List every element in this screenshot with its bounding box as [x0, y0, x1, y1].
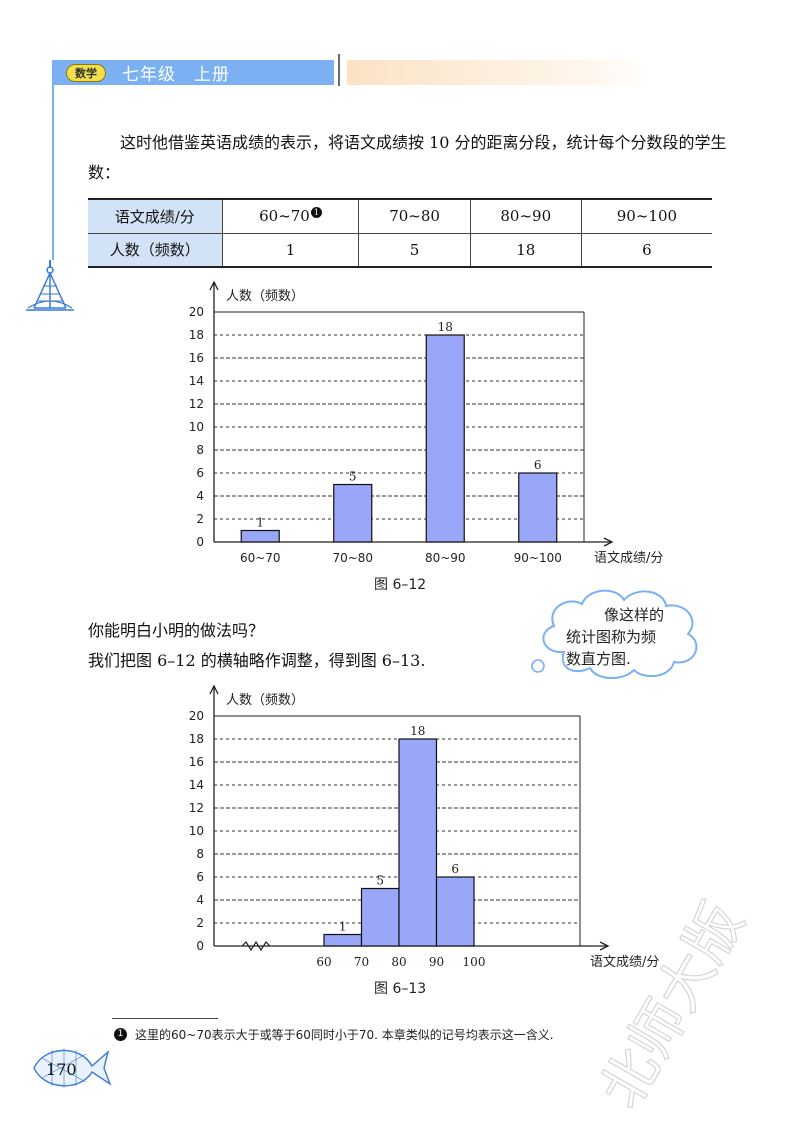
table-cell: 90~100	[580, 198, 712, 234]
bar-value-label: 5	[376, 874, 384, 888]
y-tick-label: 4	[196, 489, 204, 503]
table-row: 语文成绩/分 60~70 1 70~80 80~90 90~100	[88, 198, 712, 234]
header-divider	[338, 54, 340, 86]
y-tick-label: 20	[189, 305, 204, 319]
intro-paragraph: 这时他借鉴英语成绩的表示，将语文成绩按 10 分的距离分段，统计每个分数段的学生…	[88, 133, 727, 182]
figure-caption: 图 6–12	[374, 577, 427, 593]
header-bar: 数学 七年级 上册	[52, 60, 334, 85]
y-tick-label: 18	[189, 732, 204, 746]
y-tick-label: 10	[189, 824, 204, 838]
bar	[435, 876, 475, 947]
y-axis-arrow	[209, 280, 219, 291]
y-tick-label: 8	[196, 847, 204, 861]
bar	[360, 887, 400, 947]
x-axis-label: 语文成绩/分	[594, 551, 663, 566]
x-tick-label: 60~70	[240, 551, 281, 565]
table-row-header: 人数（频数）	[88, 233, 222, 268]
cloud-note: 像这样的 统计图称为频 数直方图.	[566, 604, 692, 670]
table-cell: 6	[580, 233, 712, 268]
axis-break-icon	[241, 940, 271, 952]
x-axis-arrow	[603, 537, 614, 547]
question-paragraph: 你能明白小明的做法吗？	[88, 621, 265, 640]
bar	[518, 472, 558, 543]
footnote-text: 这里的60~70表示大于或等于60同时小于70. 本章类似的记号均表示这一含义.	[135, 1028, 554, 1042]
tower-logo-icon	[26, 260, 74, 311]
cloud-line: 统计图称为频	[566, 628, 657, 646]
bar-value-label: 18	[438, 320, 453, 334]
header-gradient	[347, 60, 647, 85]
x-tick-label: 80~90	[425, 551, 466, 565]
y-tick-label: 14	[189, 778, 204, 792]
table-cell: 1	[221, 233, 359, 268]
y-tick-label: 0	[196, 939, 204, 953]
y-axis-label: 人数（频数）	[226, 693, 304, 708]
y-axis-arrow	[209, 684, 219, 695]
footnote-marker: 1	[310, 207, 322, 219]
publisher-watermark: 北师大版	[588, 892, 757, 1120]
histogram-figure-6-13: 0 2 4 6 8 10 12 14 16 18 20 人数（频数） 语文成绩/分 1 5 18 6 60 70 80…	[189, 684, 659, 970]
table-cell: 5	[358, 233, 471, 268]
footnote-rule	[112, 1018, 218, 1019]
y-tick-label: 16	[189, 351, 204, 365]
y-tick-label: 20	[189, 709, 204, 723]
figure-caption: 图 6–13	[374, 981, 427, 997]
table-cell: 70~80	[358, 198, 471, 234]
bar	[398, 738, 438, 947]
bar-value-label: 1	[256, 516, 264, 530]
footnote-marker: 1	[114, 1028, 127, 1041]
y-tick-label: 14	[189, 374, 204, 388]
y-tick-label: 16	[189, 755, 204, 769]
y-tick-label: 4	[196, 893, 204, 907]
y-axis-label: 人数（频数）	[226, 289, 304, 304]
x-tick-label: 90	[429, 955, 444, 969]
bar	[333, 483, 373, 543]
histogram-figure-6-12: 0 2 4 6 8 10 12 14 16 18 20 人数（频数） 语文成绩/分 1 60~70 5 70~8…	[189, 280, 663, 566]
cloud-line: 像这样的	[604, 606, 665, 624]
bar-value-label: 1	[339, 920, 347, 934]
margin-line	[52, 85, 54, 260]
bar-value-label: 18	[410, 724, 425, 738]
fish-page-icon	[33, 1048, 112, 1088]
table-cell: 18	[469, 233, 582, 268]
adjust-paragraph: 我们把图 6–12 的横轴略作调整，得到图 6–13.	[88, 651, 426, 670]
y-tick-label: 12	[189, 801, 204, 815]
x-axis-label: 语文成绩/分	[590, 955, 659, 970]
bar-value-label: 6	[534, 458, 542, 472]
y-tick-label: 6	[196, 870, 204, 884]
bar	[425, 334, 465, 543]
y-tick-label: 0	[196, 535, 204, 549]
x-tick-label: 100	[463, 955, 486, 969]
bar-value-label: 6	[451, 862, 459, 876]
y-tick-label: 8	[196, 443, 204, 457]
y-tick-label: 10	[189, 420, 204, 434]
book-title: 七年级 上册	[122, 65, 230, 85]
x-tick-label: 60	[316, 955, 331, 969]
x-axis-arrow	[599, 941, 610, 951]
x-tick-label: 90~100	[514, 551, 562, 565]
x-tick-label: 70	[354, 955, 369, 969]
y-tick-label: 2	[196, 512, 204, 526]
bar	[323, 933, 363, 947]
thought-cloud-icon	[531, 589, 698, 679]
x-tick-label: 70~80	[332, 551, 373, 565]
y-tick-label: 12	[189, 397, 204, 411]
score-frequency-table: 语文成绩/分 60~70 1 70~80 80~90 90~100 人数（频数） …	[88, 198, 712, 268]
cloud-line: 数直方图.	[566, 650, 631, 668]
y-tick-label: 6	[196, 466, 204, 480]
table-row: 人数（频数） 1 5 18 6	[88, 233, 712, 268]
y-tick-label: 18	[189, 328, 204, 342]
bar-value-label: 5	[349, 470, 357, 484]
page-number: 170	[46, 1060, 77, 1079]
bar	[240, 529, 280, 543]
subject-badge: 数学	[66, 63, 106, 82]
table-row-header: 语文成绩/分	[88, 198, 222, 234]
table-cell: 80~90	[469, 198, 582, 234]
y-tick-label: 2	[196, 916, 204, 930]
x-tick-label: 80	[391, 955, 406, 969]
table-cell: 60~70 1	[221, 198, 359, 234]
footnote: 1 这里的60~70表示大于或等于60同时小于70. 本章类似的记号均表示这一含…	[114, 1026, 554, 1043]
svg-text:北师大版: 北师大版	[588, 893, 756, 1119]
